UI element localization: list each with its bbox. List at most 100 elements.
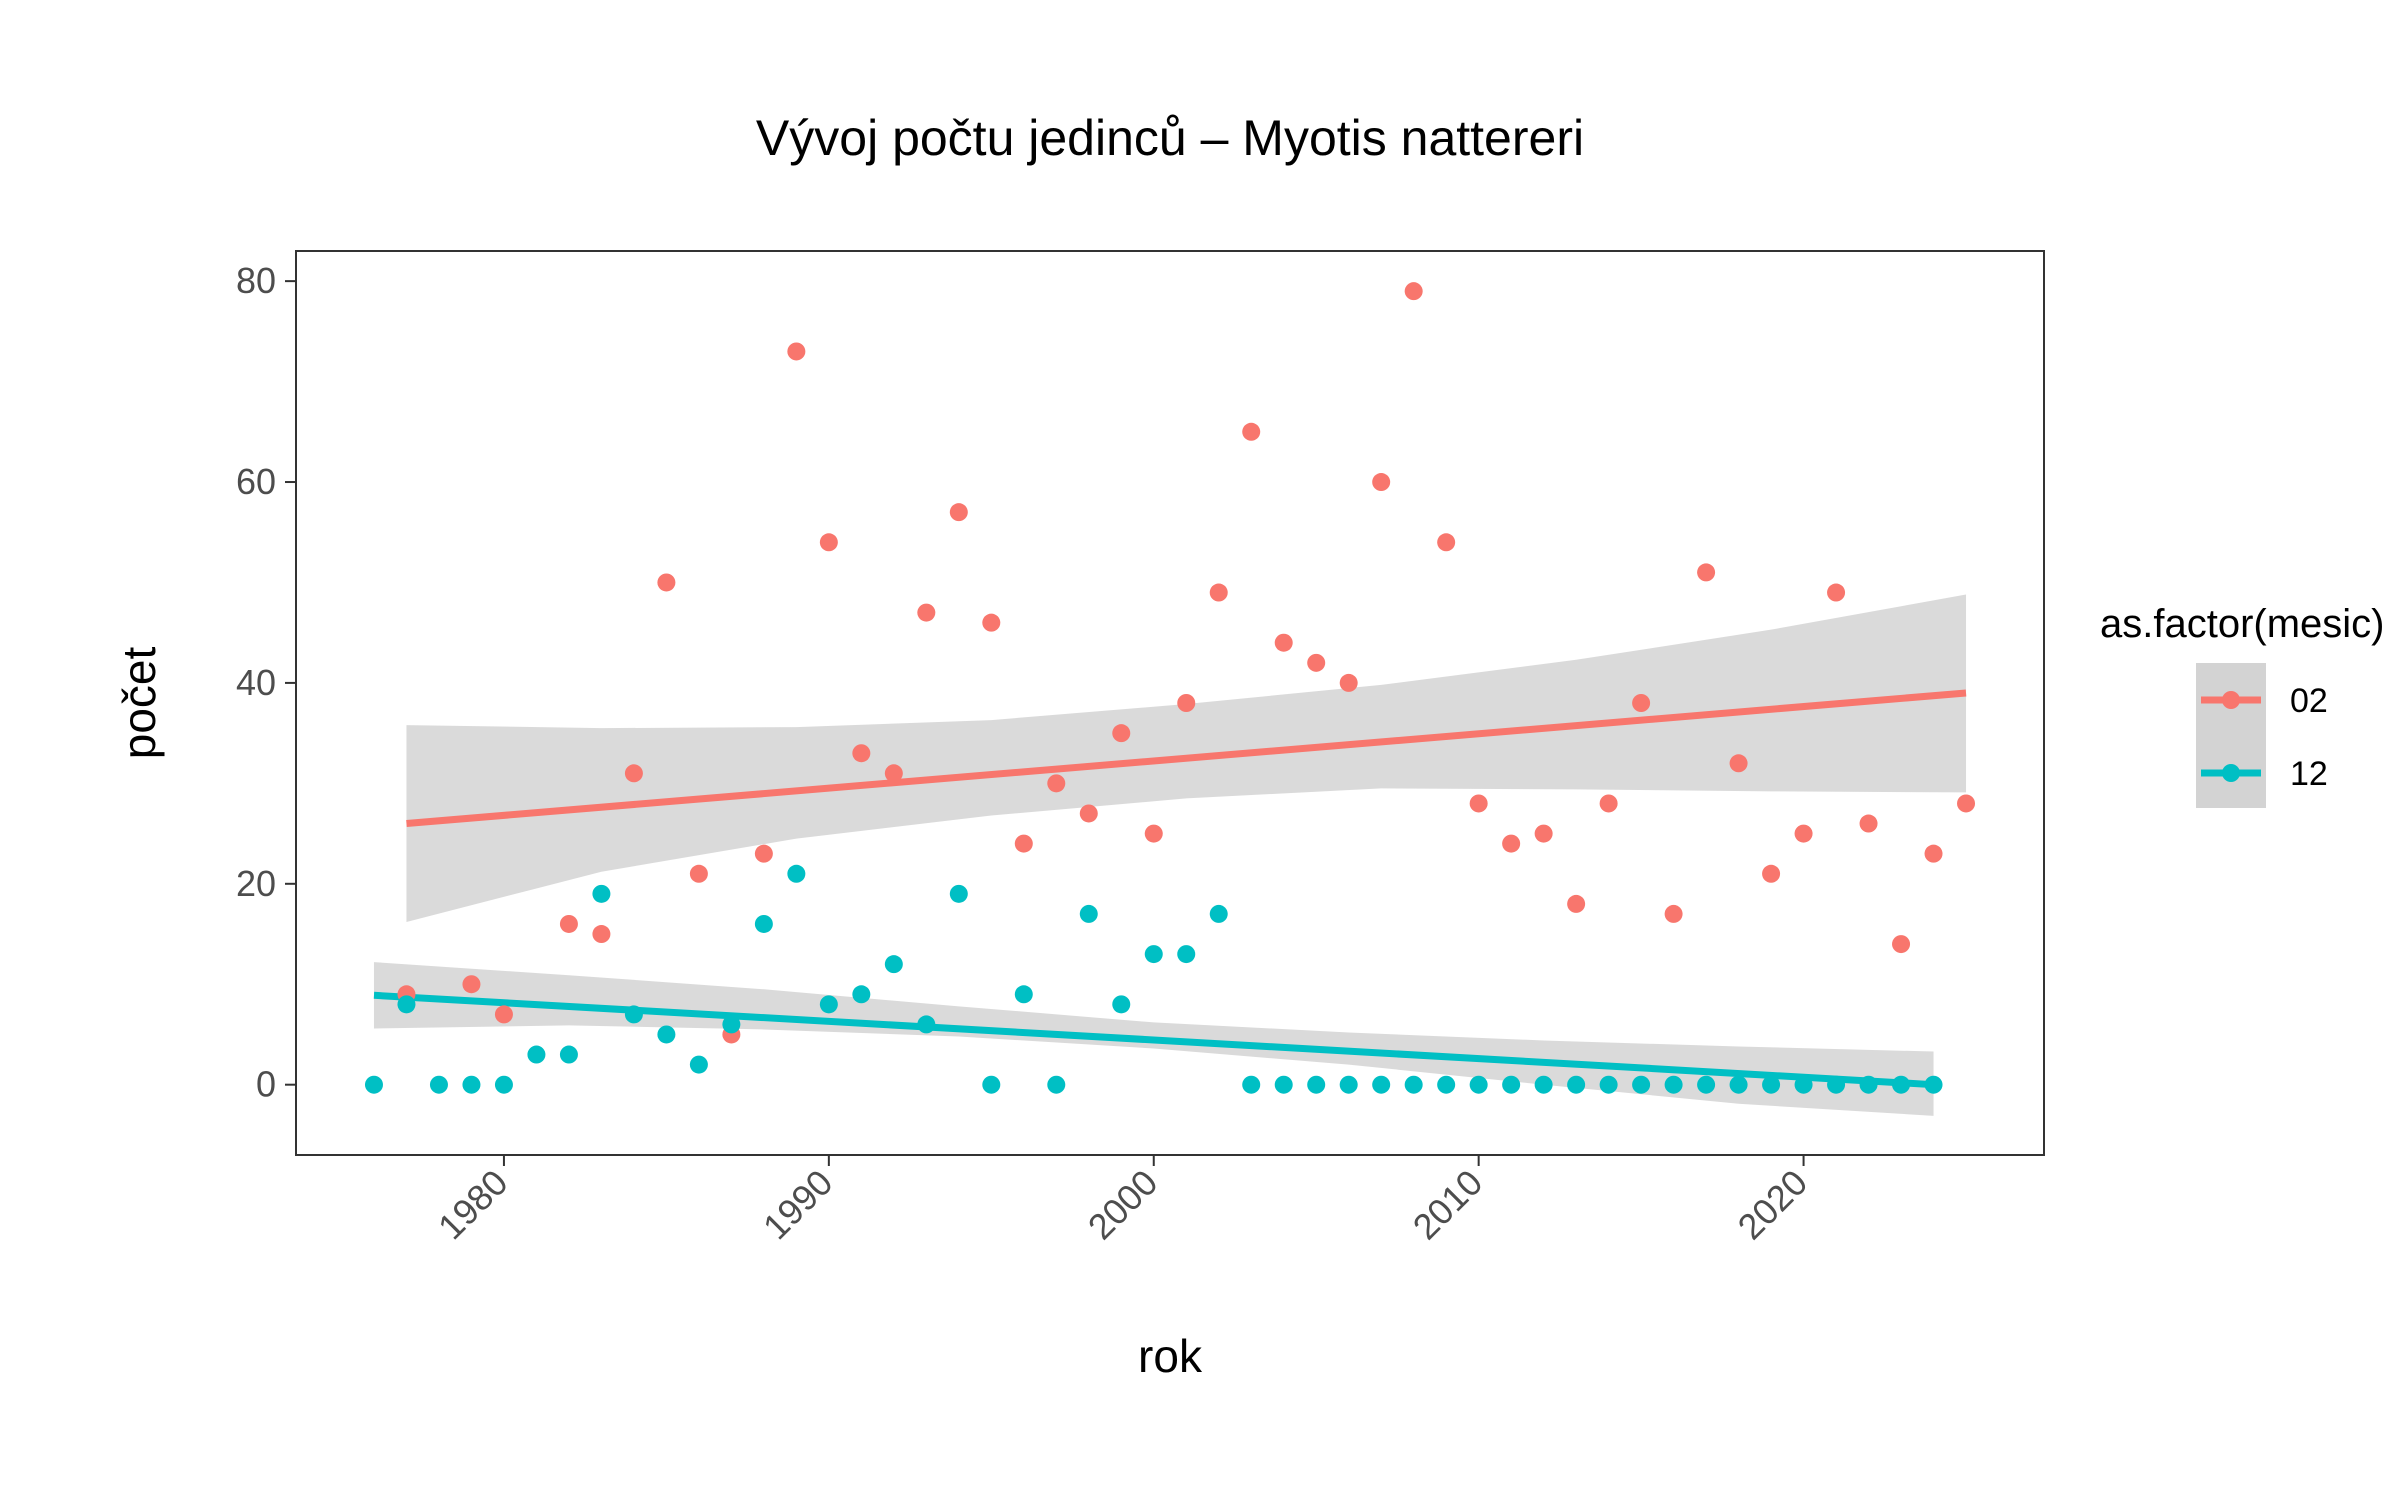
data-point-12 bbox=[397, 995, 416, 1014]
data-point-12 bbox=[1307, 1075, 1326, 1094]
data-point-12 bbox=[657, 1025, 676, 1044]
data-point-12 bbox=[1632, 1075, 1651, 1094]
data-point-02 bbox=[1177, 694, 1196, 712]
data-point-12 bbox=[429, 1075, 448, 1094]
data-point-02 bbox=[949, 503, 968, 522]
data-point-02 bbox=[1762, 864, 1781, 883]
data-point-12 bbox=[1762, 1075, 1781, 1094]
data-point-02 bbox=[1632, 694, 1651, 712]
data-point-12 bbox=[754, 914, 773, 933]
data-point-12 bbox=[1502, 1075, 1521, 1094]
data-point-02 bbox=[462, 975, 481, 994]
data-point-02 bbox=[1729, 754, 1748, 773]
data-point-02 bbox=[559, 914, 578, 933]
data-point-12 bbox=[819, 995, 838, 1014]
legend-key-background bbox=[2196, 663, 2266, 808]
data-point-12 bbox=[982, 1075, 1001, 1094]
data-point-12 bbox=[1697, 1075, 1716, 1094]
data-point-02 bbox=[1209, 583, 1228, 602]
data-point-12 bbox=[494, 1075, 513, 1094]
legend-items: 02 12 bbox=[2201, 682, 2328, 793]
legend: as.factor(mesic) 02 12 bbox=[2100, 602, 2385, 808]
x-tick-label: 2000 bbox=[1080, 1162, 1166, 1248]
chart-title: Vývoj počtu jedinců – Myotis nattereri bbox=[756, 110, 1584, 166]
data-point-02 bbox=[1144, 824, 1163, 843]
data-point-12 bbox=[624, 1005, 643, 1024]
data-point-12 bbox=[1437, 1075, 1456, 1094]
data-point-02 bbox=[852, 744, 871, 763]
data-point-12 bbox=[592, 884, 611, 903]
plot-border bbox=[295, 250, 2045, 1156]
data-point-02 bbox=[1502, 834, 1521, 853]
data-point-12 bbox=[1274, 1075, 1293, 1094]
data-point-12 bbox=[1599, 1075, 1618, 1094]
data-point-02 bbox=[1047, 774, 1066, 793]
data-point-12 bbox=[1794, 1075, 1813, 1094]
y-tick-label: 20 bbox=[236, 863, 276, 904]
x-tick-label: 1990 bbox=[755, 1162, 841, 1248]
data-point-12 bbox=[1827, 1075, 1846, 1094]
data-point-12 bbox=[884, 955, 903, 974]
data-point-02 bbox=[1307, 653, 1326, 672]
data-point-02 bbox=[917, 603, 936, 622]
y-tick-label: 40 bbox=[236, 662, 276, 703]
data-point-12 bbox=[787, 864, 806, 883]
data-point-12 bbox=[559, 1045, 578, 1064]
data-point-02 bbox=[592, 925, 611, 944]
data-point-12 bbox=[1014, 985, 1033, 1004]
data-point-02 bbox=[1534, 824, 1553, 843]
data-point-12 bbox=[1372, 1075, 1391, 1094]
legend-label-12: 12 bbox=[2290, 755, 2328, 793]
legend-key-point-02 bbox=[2222, 691, 2240, 709]
data-point-02 bbox=[1242, 422, 1261, 441]
data-point-02 bbox=[1372, 473, 1391, 492]
data-point-12 bbox=[1209, 904, 1228, 923]
y-tick-label: 80 bbox=[236, 260, 276, 301]
data-point-02 bbox=[1274, 633, 1293, 652]
data-point-02 bbox=[624, 764, 643, 783]
data-point-02 bbox=[1794, 824, 1813, 843]
data-point-12 bbox=[1859, 1075, 1878, 1094]
data-point-02 bbox=[1924, 844, 1943, 863]
data-point-02 bbox=[754, 844, 773, 863]
data-point-12 bbox=[1567, 1075, 1586, 1094]
data-point-02 bbox=[1567, 894, 1586, 913]
data-point-12 bbox=[462, 1075, 481, 1094]
data-point-02 bbox=[884, 764, 903, 783]
data-point-02 bbox=[1664, 904, 1683, 923]
data-point-12 bbox=[1242, 1075, 1261, 1094]
data-point-02 bbox=[1112, 724, 1131, 743]
data-point-02 bbox=[787, 342, 806, 361]
legend-label-02: 02 bbox=[2290, 682, 2328, 720]
data-point-12 bbox=[1339, 1075, 1358, 1094]
data-point-02 bbox=[1469, 794, 1488, 813]
data-point-12 bbox=[1892, 1075, 1911, 1094]
data-point-12 bbox=[1729, 1075, 1748, 1094]
y-axis-title: počet bbox=[113, 647, 165, 760]
data-point-02 bbox=[1339, 673, 1358, 692]
data-point-12 bbox=[1144, 945, 1163, 964]
y-tick-label: 0 bbox=[256, 1064, 276, 1105]
data-point-12 bbox=[852, 985, 871, 1004]
data-point-12 bbox=[1534, 1075, 1553, 1094]
data-point-12 bbox=[1404, 1075, 1423, 1094]
x-axis: 1980 1990 2000 2010 2020 bbox=[430, 1155, 1815, 1247]
y-axis: 0 20 40 60 80 bbox=[236, 260, 296, 1105]
data-point-02 bbox=[1697, 563, 1716, 582]
data-point-12 bbox=[527, 1045, 546, 1064]
x-tick-label: 2020 bbox=[1730, 1162, 1816, 1248]
data-point-02 bbox=[494, 1005, 513, 1024]
data-point-02 bbox=[1404, 282, 1423, 301]
legend-key-point-12 bbox=[2222, 764, 2240, 782]
data-point-02 bbox=[1957, 794, 1976, 813]
data-point-12 bbox=[917, 1015, 936, 1034]
data-point-02 bbox=[1079, 804, 1098, 823]
data-point-12 bbox=[1924, 1075, 1943, 1094]
data-point-02 bbox=[819, 533, 838, 552]
data-point-12 bbox=[1112, 995, 1131, 1014]
data-point-12 bbox=[1469, 1075, 1488, 1094]
data-points bbox=[364, 282, 1976, 1094]
x-tick-label: 1980 bbox=[430, 1162, 516, 1248]
data-point-02 bbox=[1827, 583, 1846, 602]
